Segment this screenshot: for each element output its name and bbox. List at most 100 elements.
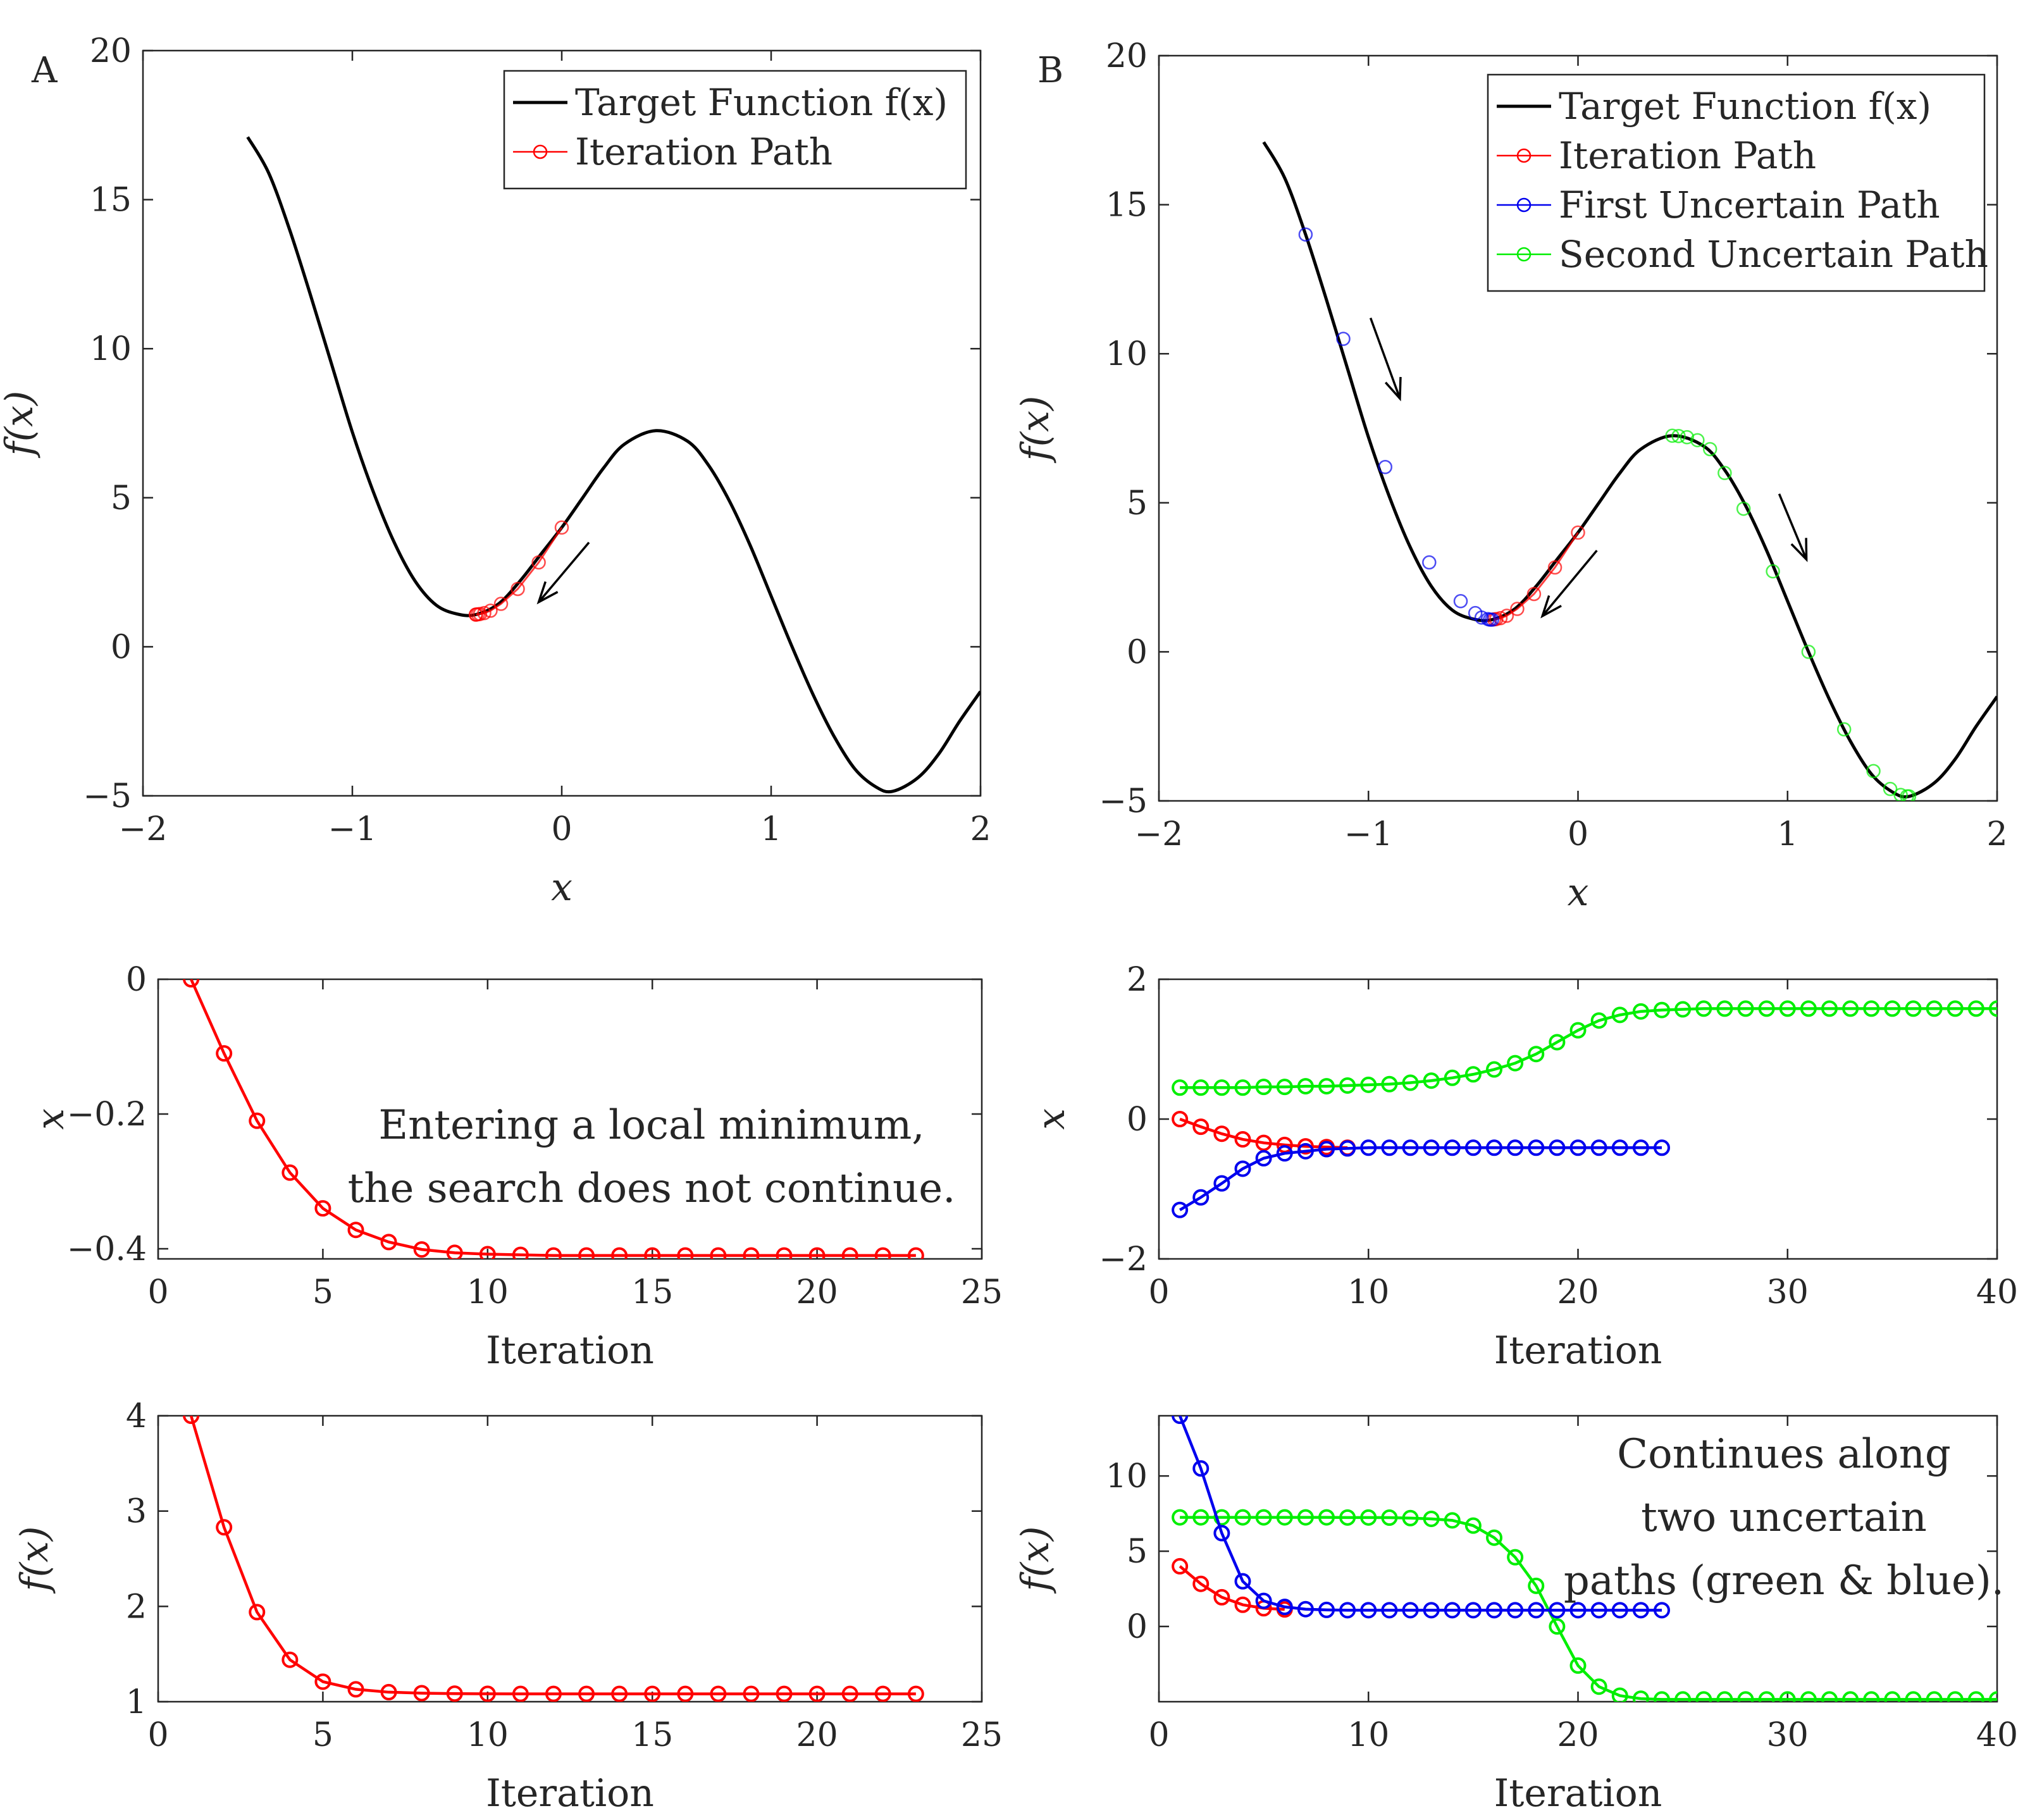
- data-point: [776, 1247, 793, 1259]
- data-point: [874, 1685, 891, 1702]
- y-tick-label: 0: [1127, 1101, 1148, 1139]
- data-point: [1276, 1079, 1293, 1096]
- data-point: [1444, 1139, 1461, 1156]
- data-point: [841, 1685, 858, 1702]
- data-point: [1690, 433, 1705, 448]
- x-tick-label: 20: [1557, 1273, 1599, 1311]
- x-tick-label: 0: [1148, 1716, 1169, 1754]
- y-tick-label: −5: [83, 777, 132, 815]
- data-point: [1674, 1001, 1692, 1018]
- y-tick-label: −0.2: [67, 1096, 147, 1134]
- data-point: [1801, 645, 1816, 659]
- data-point: [1590, 1012, 1607, 1029]
- data-point: [1172, 1079, 1189, 1096]
- x-tick-label: 30: [1767, 1716, 1809, 1754]
- chart-A_top: −2 −1 0 1 2 −5 0 5 10 15 20 x f(x) Target Function f(…: [0, 32, 991, 910]
- data-point: [1758, 1000, 1775, 1017]
- data-point: [1758, 1691, 1775, 1702]
- data-point: [1486, 1602, 1502, 1619]
- x-axis-label: Iteration: [486, 1771, 654, 1816]
- data-point: [1276, 1509, 1293, 1526]
- data-point: [1318, 1509, 1335, 1526]
- data-point: [249, 1112, 266, 1129]
- data-point: [1736, 501, 1751, 516]
- data-point: [1800, 1691, 1817, 1702]
- series-line: [1180, 1007, 1997, 1089]
- data-point: [1213, 1525, 1230, 1542]
- data-point: [1339, 1602, 1356, 1619]
- data-point: [554, 520, 569, 535]
- data-point: [1569, 1139, 1587, 1156]
- series-iteration-path: [1172, 1557, 1293, 1618]
- data-point: [1402, 1509, 1419, 1526]
- legend: Target Function f(x) Iteration Path: [503, 70, 967, 190]
- data-point: [1486, 1139, 1502, 1156]
- data-point: [1883, 781, 1898, 796]
- data-point: [1255, 1079, 1272, 1096]
- data-point: [282, 1164, 299, 1181]
- data-point: [1255, 1134, 1272, 1151]
- data-point: [1905, 1691, 1922, 1702]
- axes-frame: [157, 1415, 983, 1703]
- data-point: [1486, 1529, 1502, 1546]
- data-point: [1884, 1000, 1901, 1017]
- data-point: [1234, 1131, 1251, 1148]
- y-tick-label: −0.4: [67, 1230, 147, 1268]
- data-point: [347, 1222, 364, 1239]
- data-point: [1905, 1000, 1922, 1017]
- data-point: [1318, 1141, 1335, 1158]
- x-tick-label: 20: [1557, 1716, 1599, 1754]
- data-point: [1172, 1201, 1189, 1218]
- data-point: [1510, 602, 1525, 616]
- x-tick-label: 10: [1347, 1273, 1389, 1311]
- y-tick-label: 10: [90, 330, 132, 368]
- data-point: [1464, 1066, 1482, 1083]
- data-point: [677, 1685, 694, 1702]
- data-point: [874, 1247, 891, 1259]
- data-point: [1444, 1069, 1461, 1086]
- y-tick-label: 3: [126, 1493, 147, 1531]
- direction-arrow-shaft: [538, 542, 590, 603]
- data-point: [1298, 227, 1313, 242]
- y-axis-label: x: [1029, 1108, 1074, 1130]
- data-point: [380, 1234, 397, 1251]
- data-point: [710, 1685, 727, 1702]
- data-point: [1884, 1691, 1901, 1702]
- data-point: [216, 1519, 233, 1536]
- series-line: [476, 527, 563, 616]
- data-point: [1695, 1691, 1712, 1702]
- chart-A_mid: 0 5 10 15 20 25 0 −0.2 −0.4 Iteration x Entering a …: [28, 961, 1003, 1373]
- data-point: [1255, 1509, 1272, 1526]
- data-point: [1336, 331, 1351, 346]
- axes-frame: [157, 978, 983, 1260]
- data-point: [469, 607, 483, 622]
- data-point: [1863, 1691, 1880, 1702]
- data-point: [1695, 1000, 1712, 1017]
- data-point: [1737, 1691, 1754, 1702]
- data-point: [512, 1246, 529, 1259]
- panel-label-b: B: [1037, 50, 1063, 91]
- series-first-uncertain-path: [1172, 1139, 1670, 1218]
- x-tick-label: 0: [551, 810, 572, 848]
- data-point: [1800, 1000, 1817, 1017]
- legend-swatch-marker: [1516, 247, 1532, 262]
- data-point: [1213, 1079, 1230, 1096]
- data-point: [1611, 1687, 1628, 1702]
- data-point: [1172, 1416, 1189, 1424]
- data-point: [1526, 586, 1542, 602]
- data-point: [1590, 1139, 1607, 1156]
- data-point: [1423, 1072, 1440, 1089]
- data-point: [1926, 1691, 1943, 1702]
- data-point: [446, 1244, 463, 1259]
- y-tick-label: 0: [126, 961, 147, 999]
- data-point: [413, 1685, 430, 1702]
- x-tick-label: 0: [1148, 1273, 1169, 1311]
- data-point: [1213, 1175, 1230, 1192]
- data-point: [1297, 1600, 1314, 1618]
- data-point: [1866, 764, 1881, 779]
- y-axis-label: f(x): [13, 1526, 57, 1594]
- data-point: [1360, 1076, 1377, 1093]
- data-point: [1779, 1000, 1796, 1017]
- data-point: [1528, 1046, 1545, 1063]
- chart-A_bot: 0 5 10 15 20 25 1 2 3 4 Iteration f(x): [13, 1397, 1003, 1816]
